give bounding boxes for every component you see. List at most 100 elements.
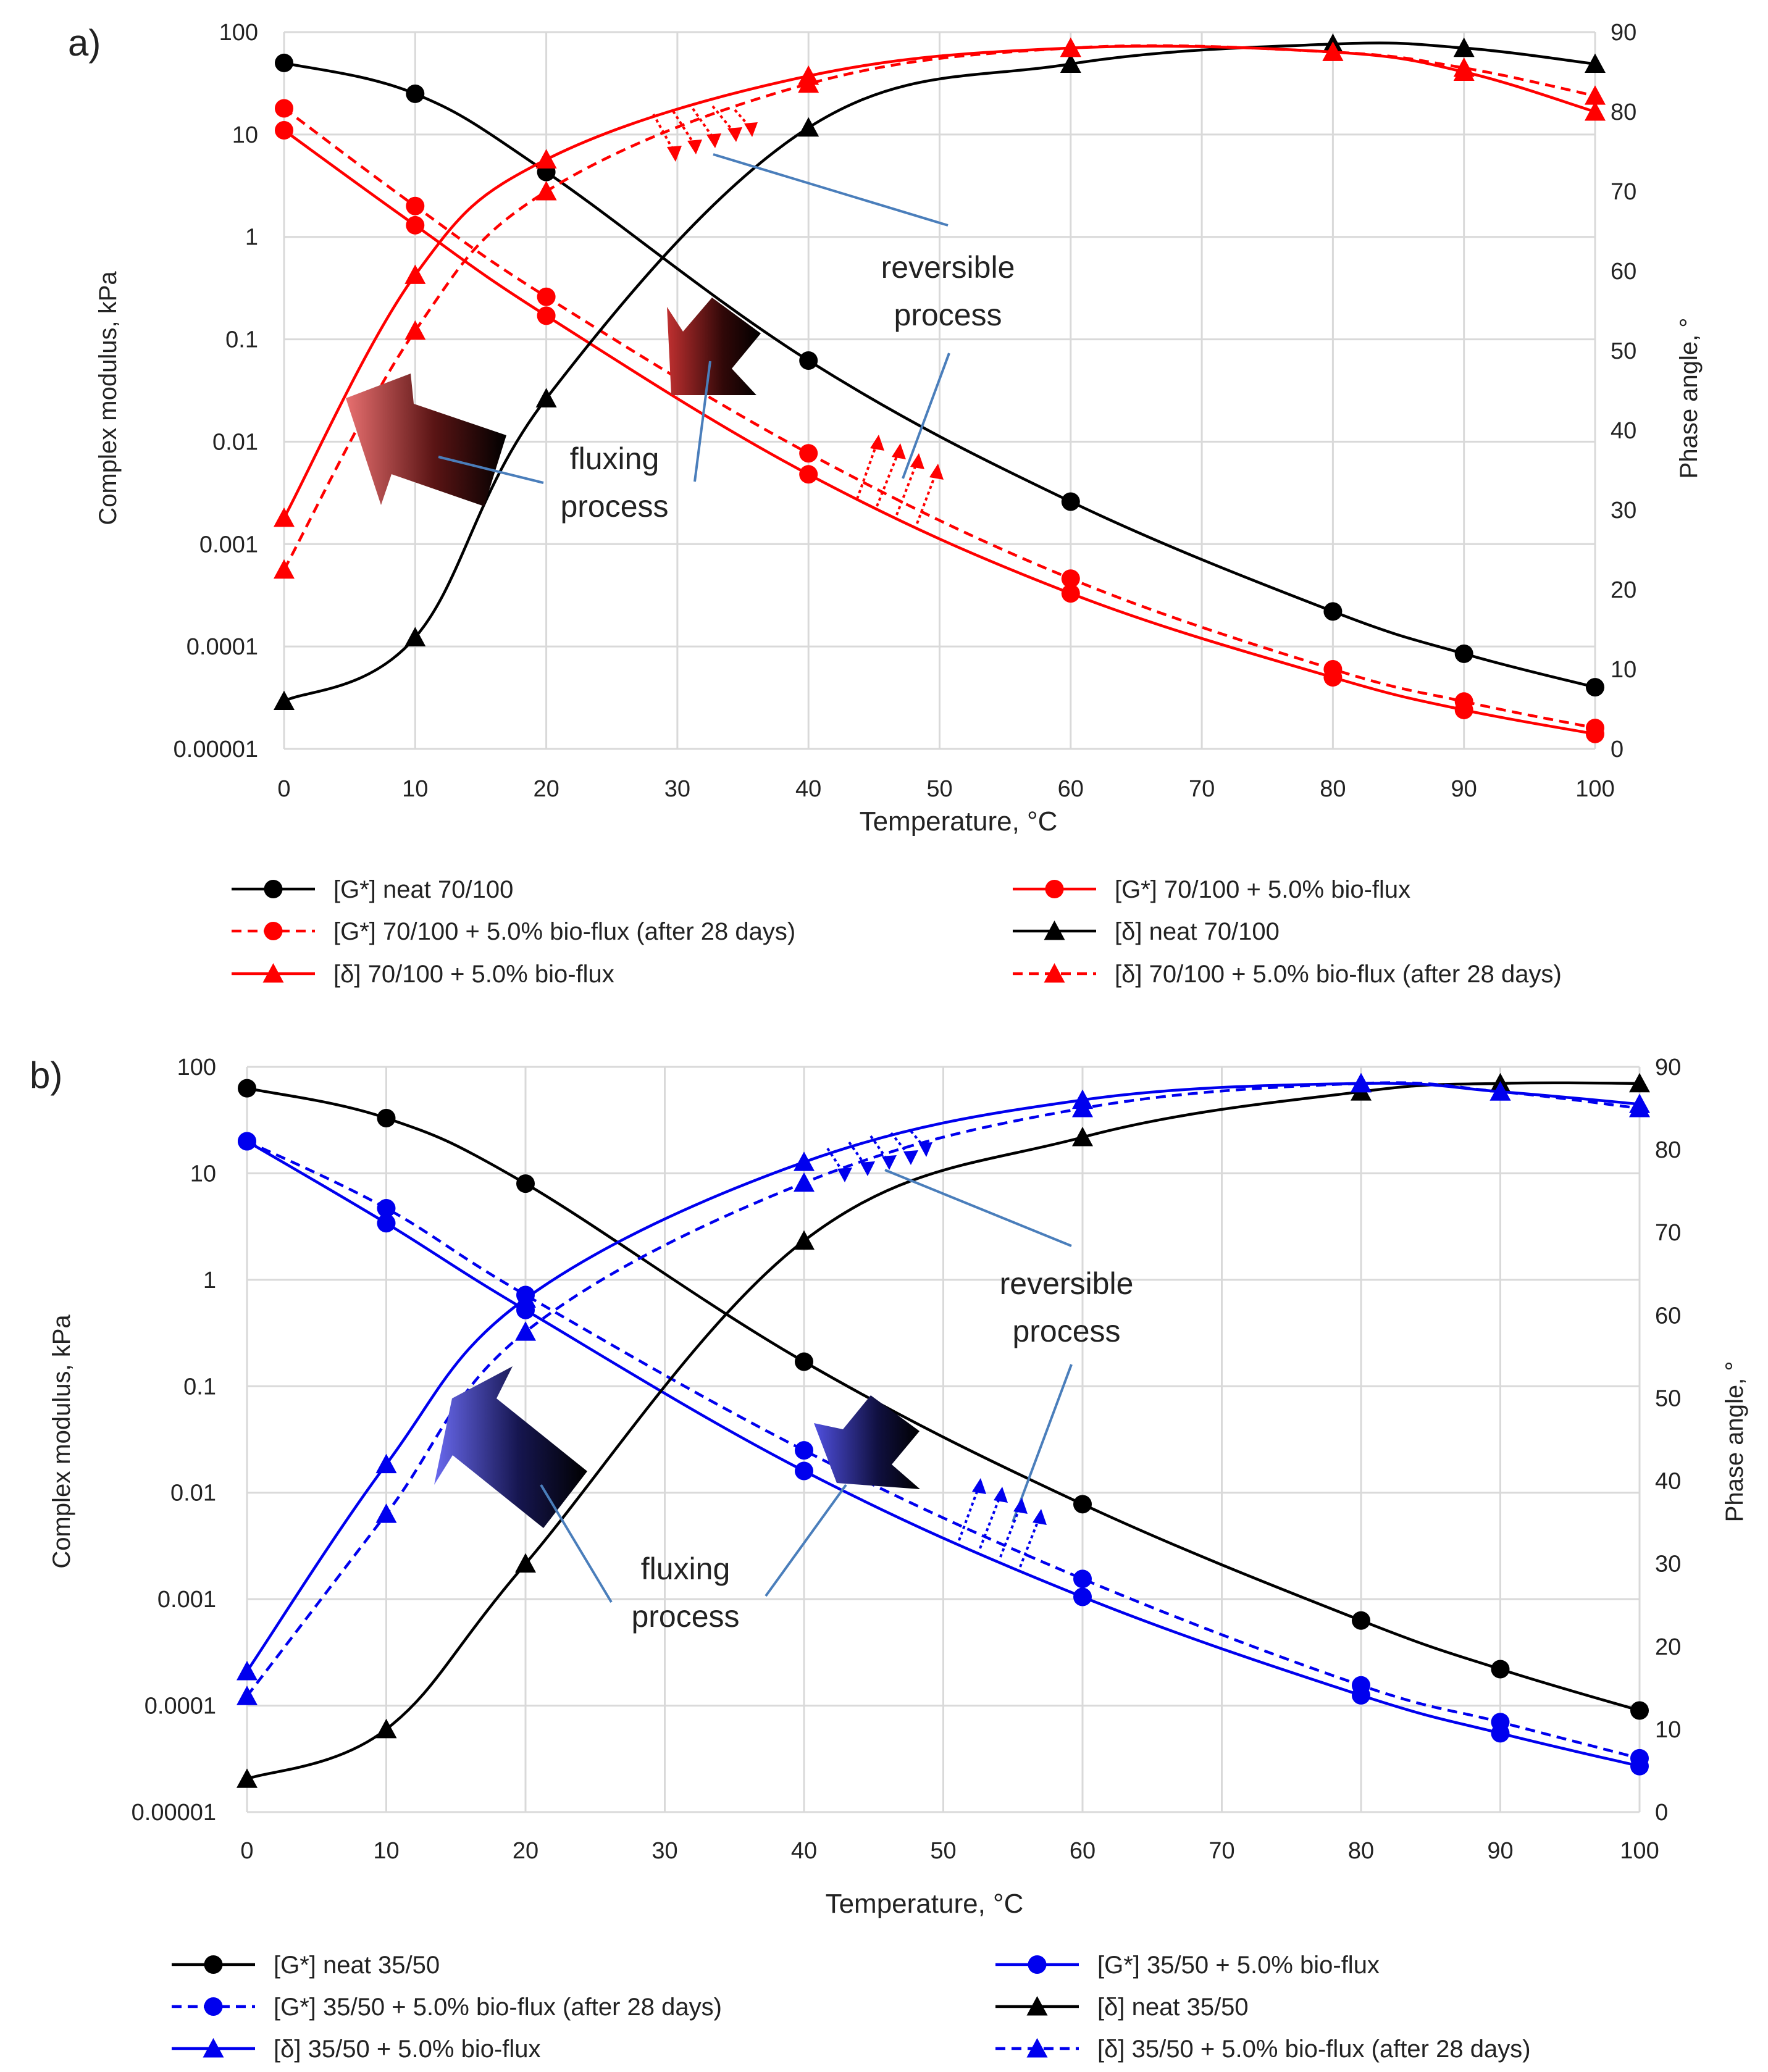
x-tick-label: 0	[240, 1838, 253, 1864]
data-point	[406, 84, 425, 103]
legend-label: [δ] 35/50 + 5.0% bio-flux	[274, 2036, 541, 2063]
y-right-tick-label: 60	[1655, 1303, 1681, 1329]
data-point	[237, 1686, 258, 1705]
y-right-tick-label: 10	[1655, 1717, 1681, 1743]
legend-marker	[264, 922, 283, 940]
data-point	[516, 1174, 535, 1193]
data-point	[1629, 1072, 1650, 1093]
legend-entry: [G*] neat 70/100	[232, 876, 513, 903]
legend-marker	[203, 2038, 224, 2058]
y-right-tick-label: 70	[1611, 179, 1636, 205]
data-point	[1491, 1660, 1510, 1679]
x-tick-label: 10	[373, 1838, 399, 1864]
panel-a-fluxing-line1: fluxing	[570, 441, 660, 476]
x-tick-label: 50	[930, 1838, 956, 1864]
panel-a-reversible-line1: reversible	[881, 250, 1015, 285]
legend-label: [δ] neat 70/100	[1115, 918, 1280, 945]
y-left-tick-label: 0.0001	[145, 1694, 216, 1719]
legend-label: [δ] 35/50 + 5.0% bio-flux (after 28 days…	[1097, 2036, 1531, 2063]
series-line	[283, 61, 1596, 689]
legend-marker	[1044, 921, 1065, 940]
series-line	[246, 1140, 1640, 1760]
panel-b-reversible-line1: reversible	[1000, 1266, 1134, 1301]
series-6	[274, 37, 1606, 579]
panel-a-x-axis-title: Temperature, °C	[860, 806, 1058, 837]
legend-label: [G*] neat 70/100	[333, 876, 513, 903]
data-point	[795, 1461, 813, 1481]
y-right-tick-label: 50	[1611, 338, 1636, 364]
panel-a-series	[274, 33, 1606, 743]
panel-a-legend: [G*] neat 70/100 [G*] 70/100 + 5.0% bio-f…	[232, 876, 1562, 988]
legend-entry: [G*] neat 35/50	[172, 1952, 440, 1979]
data-point	[1453, 37, 1475, 57]
panel-b-reversible-line2: process	[1012, 1314, 1120, 1348]
legend-entry: [G*] 70/100 + 5.0% bio-flux (after 28 da…	[232, 918, 795, 945]
y-right-tick-label: 0	[1611, 737, 1623, 762]
panel-b-fluxing-line1: fluxing	[641, 1552, 731, 1586]
y-left-tick-label: 0.1	[225, 327, 258, 353]
data-point	[238, 1132, 256, 1151]
data-point	[275, 53, 293, 72]
panel-a-reversible-arrows-up	[856, 443, 937, 524]
data-point	[404, 627, 426, 646]
data-point	[1060, 37, 1081, 57]
data-point	[795, 1441, 813, 1460]
y-right-tick-label: 50	[1655, 1385, 1681, 1411]
data-point	[515, 1288, 536, 1308]
panel-a-fluxing-arrow-large	[346, 374, 506, 506]
data-point	[1586, 719, 1604, 738]
legend-marker	[1045, 880, 1064, 898]
panel-b-reversible-arrows-up	[958, 1486, 1041, 1568]
data-point	[377, 1214, 396, 1233]
y-right-tick-label: 30	[1655, 1552, 1681, 1577]
x-tick-label: 60	[1070, 1838, 1096, 1864]
panel-b-axes: 0 10 20 30 40 50 60 70 80 90 1000.000010.00010.001…	[132, 1055, 1682, 1864]
data-point	[535, 149, 557, 169]
x-tick-label: 30	[664, 776, 690, 802]
x-tick-label: 40	[791, 1838, 817, 1864]
series-1	[275, 53, 1604, 697]
panel-a-y-right-title: Phase angle, °	[1675, 318, 1703, 479]
panel-a-fluxing-arrow-small	[667, 298, 761, 395]
data-point	[1629, 1098, 1650, 1117]
data-point	[274, 507, 295, 527]
panel-b-fluxing-line2: process	[631, 1599, 739, 1634]
data-point	[1454, 644, 1473, 663]
y-right-tick-label: 40	[1611, 418, 1636, 444]
data-point	[1060, 53, 1081, 73]
data-point	[274, 559, 295, 579]
legend-label: [G*] 70/100 + 5.0% bio-flux	[1115, 876, 1410, 903]
data-point	[1630, 1701, 1649, 1720]
y-left-tick-label: 0.001	[199, 532, 258, 558]
series-line	[246, 1081, 1640, 1697]
y-right-tick-label: 70	[1655, 1220, 1681, 1246]
panel-b-fluxing-label: fluxing process	[631, 1552, 739, 1634]
legend-label: [δ] 70/100 + 5.0% bio-flux	[333, 961, 614, 988]
data-point	[1586, 678, 1604, 697]
legend-marker	[262, 963, 284, 983]
x-tick-label: 70	[1189, 776, 1215, 802]
legend-label: [δ] 70/100 + 5.0% bio-flux (after 28 day…	[1115, 961, 1562, 988]
data-point	[1454, 692, 1473, 711]
x-tick-label: 20	[513, 1838, 538, 1864]
legend-marker	[1026, 1996, 1048, 2016]
y-right-tick-label: 60	[1611, 259, 1636, 285]
y-right-tick-label: 90	[1611, 20, 1636, 46]
data-point	[404, 320, 426, 340]
legend-entry: [G*] 70/100 + 5.0% bio-flux	[1013, 876, 1410, 903]
data-point	[1352, 1611, 1370, 1630]
panel-b-series	[237, 1072, 1650, 1788]
x-tick-label: 80	[1348, 1838, 1374, 1864]
legend-marker	[1026, 2038, 1048, 2058]
panel-b-fluxing-arrow-large	[434, 1366, 587, 1528]
data-point	[1073, 1495, 1092, 1514]
data-point	[537, 306, 556, 325]
x-tick-label: 20	[533, 776, 559, 802]
legend-label: [G*] 35/50 + 5.0% bio-flux	[1097, 1952, 1380, 1979]
data-point	[1061, 492, 1080, 511]
data-point	[1585, 53, 1606, 73]
data-point	[798, 73, 819, 93]
y-left-tick-label: 0.1	[183, 1374, 216, 1400]
series-4	[274, 33, 1606, 711]
legend-entry: [δ] 35/50 + 5.0% bio-flux	[172, 2036, 541, 2063]
